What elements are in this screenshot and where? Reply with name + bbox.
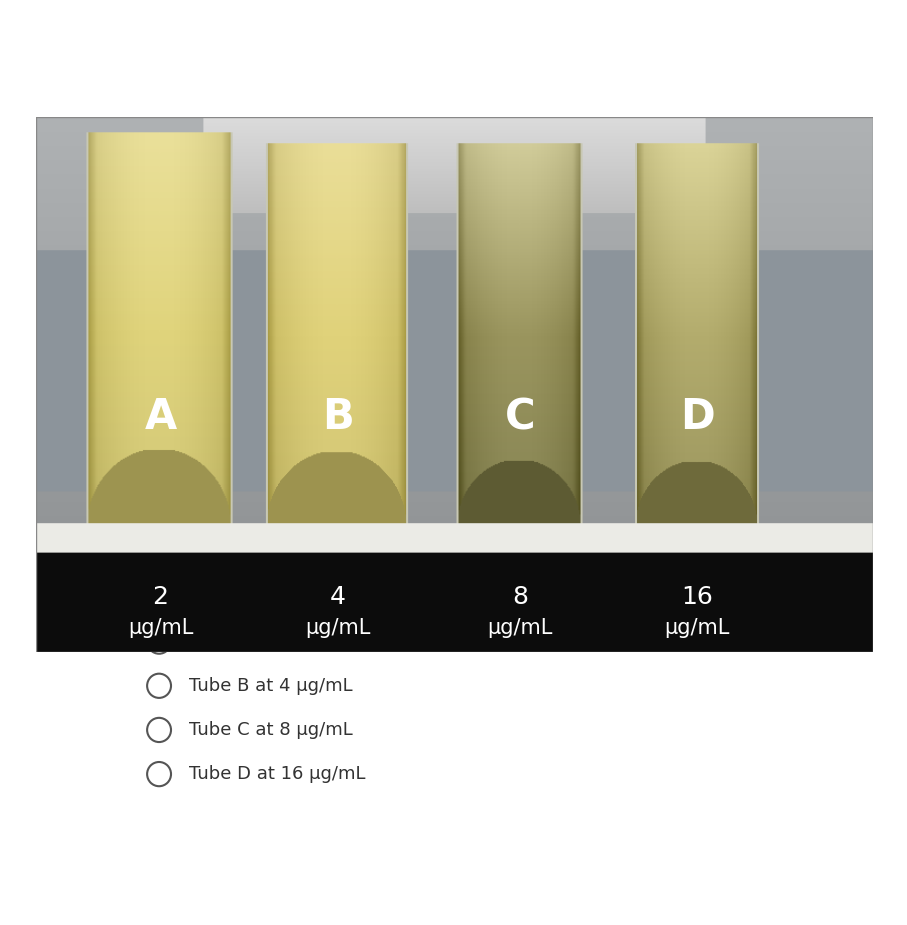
- Text: μg/mL: μg/mL: [487, 618, 553, 637]
- Text: μg/mL: μg/mL: [128, 618, 193, 637]
- Text: D: D: [680, 397, 715, 438]
- Text: Tube C at 8 μg/mL: Tube C at 8 μg/mL: [189, 721, 352, 739]
- Text: μg/mL: μg/mL: [305, 618, 371, 637]
- Text: Which of the following tubes represent the minimum inhibitory: Which of the following tubes represent t…: [141, 141, 731, 160]
- Text: 16: 16: [681, 585, 714, 609]
- Text: 8: 8: [512, 585, 528, 609]
- Text: A: A: [144, 397, 177, 438]
- Circle shape: [147, 673, 171, 697]
- Text: Tube B at 4 μg/mL: Tube B at 4 μg/mL: [189, 677, 352, 695]
- Circle shape: [147, 630, 171, 654]
- Text: μg/mL: μg/mL: [665, 618, 730, 637]
- Text: C: C: [505, 397, 535, 438]
- Text: 4: 4: [330, 585, 346, 609]
- Circle shape: [147, 762, 171, 786]
- Text: Tube D at 16 μg/mL: Tube D at 16 μg/mL: [189, 765, 366, 783]
- Text: 2: 2: [152, 585, 169, 609]
- Circle shape: [147, 718, 171, 742]
- Text: B: B: [322, 397, 354, 438]
- Text: concentration of the antibiotic tested?: concentration of the antibiotic tested?: [141, 162, 501, 181]
- Text: *: *: [449, 162, 463, 181]
- Text: Tube A at 2 μg/mL: Tube A at 2 μg/mL: [189, 633, 352, 650]
